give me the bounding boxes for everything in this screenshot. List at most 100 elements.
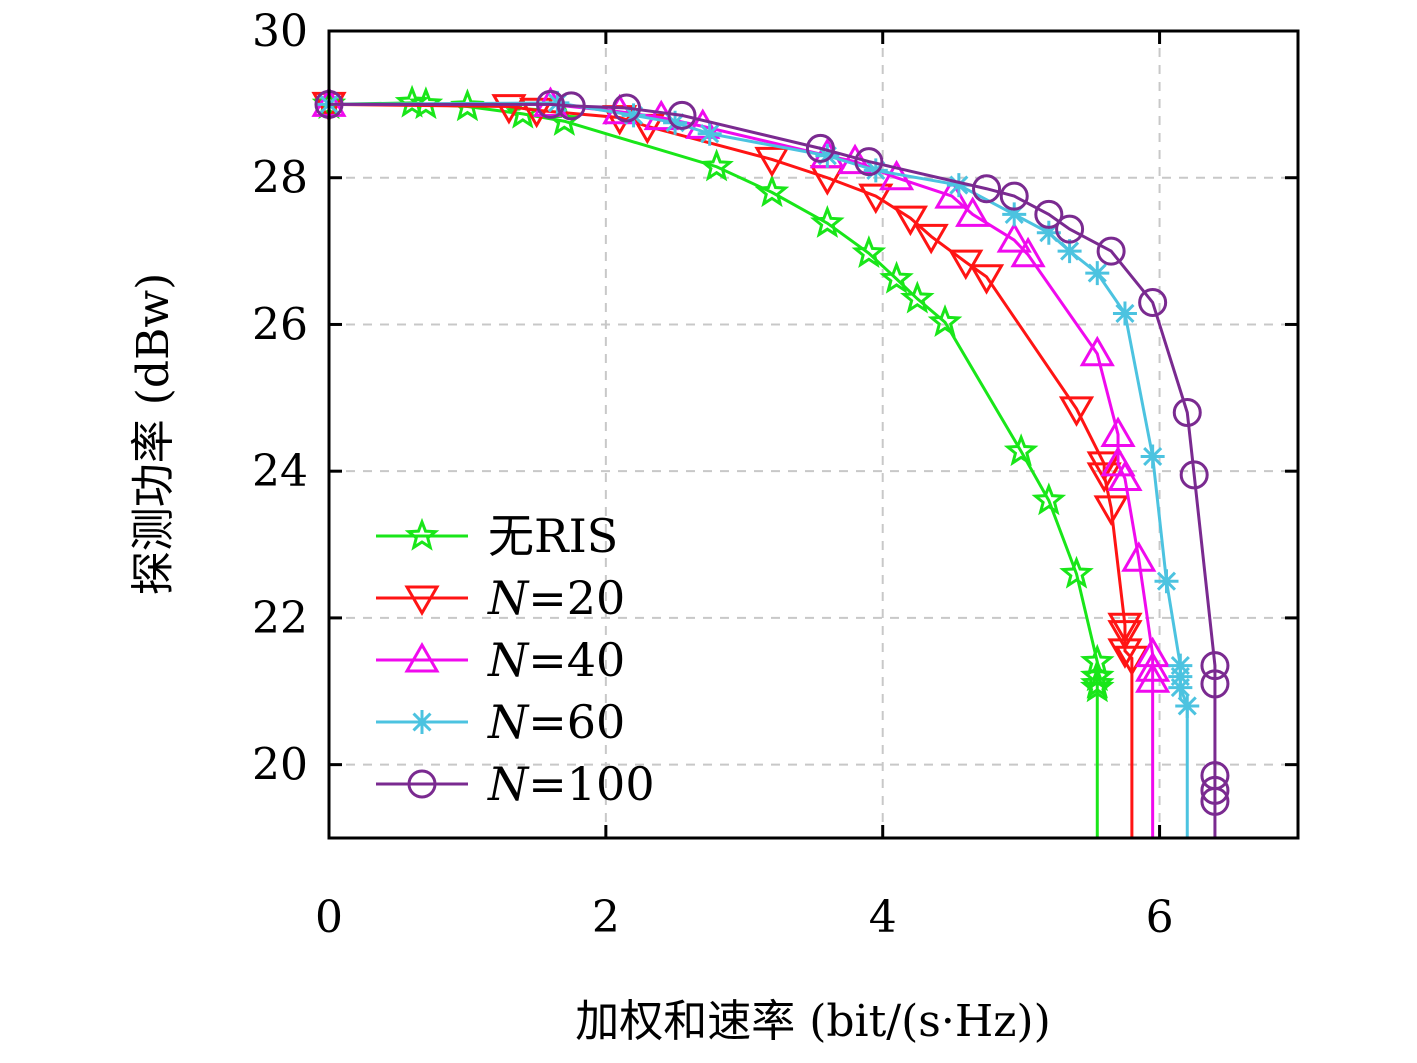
data-point xyxy=(900,280,935,314)
data-point xyxy=(1096,236,1126,266)
data-point xyxy=(1059,555,1094,589)
data-point xyxy=(1085,261,1110,286)
legend-value: =40 xyxy=(528,633,625,687)
data-point xyxy=(663,110,688,135)
data-point xyxy=(1107,620,1143,651)
data-point xyxy=(1175,693,1200,718)
legend-entry: 无RIS xyxy=(376,509,618,563)
data-point xyxy=(404,517,440,551)
data-point xyxy=(556,91,586,121)
y-tick-label: 28 xyxy=(252,153,308,204)
data-point xyxy=(1003,433,1039,467)
legend-variable: N xyxy=(487,571,530,625)
data-point xyxy=(535,89,565,119)
data-point xyxy=(1100,416,1136,447)
y-tick-label: 24 xyxy=(252,446,308,497)
data-point xyxy=(805,133,835,163)
data-point xyxy=(1200,775,1230,805)
data-point xyxy=(815,143,840,168)
data-point xyxy=(404,585,440,617)
x-tick-label: 2 xyxy=(592,892,620,943)
legend-label: N=20 xyxy=(487,571,625,625)
data-point xyxy=(754,174,790,208)
data-point xyxy=(913,223,949,255)
data-point xyxy=(1010,236,1046,268)
data-point xyxy=(1200,786,1230,816)
data-point xyxy=(968,264,1005,295)
data-point xyxy=(1168,675,1193,700)
data-point xyxy=(1200,651,1230,681)
data-point xyxy=(1154,569,1179,594)
data-point xyxy=(999,181,1029,211)
data-point xyxy=(1086,462,1122,493)
data-point xyxy=(1057,239,1082,264)
legend-value: =100 xyxy=(528,757,654,811)
y-tick-label: 22 xyxy=(252,593,308,644)
data-point xyxy=(854,147,884,177)
data-point xyxy=(851,235,887,268)
data-point xyxy=(491,94,527,125)
series-layer xyxy=(311,84,1230,838)
x-tick-label: 0 xyxy=(315,892,343,943)
data-point xyxy=(1034,199,1064,229)
legend-entry: N=40 xyxy=(376,633,625,687)
legend-variable: N xyxy=(487,633,530,687)
y-tick-label: 30 xyxy=(252,6,308,57)
data-point xyxy=(1093,495,1129,526)
x-axis-label: 加权和速率 (bit/(s·Hz)) xyxy=(575,996,1051,1047)
data-point xyxy=(667,100,697,130)
data-point xyxy=(621,103,646,128)
data-point xyxy=(754,146,790,178)
y-tick-label: 26 xyxy=(252,299,308,350)
data-point xyxy=(810,205,845,238)
data-point xyxy=(996,222,1032,253)
legend-value: =20 xyxy=(528,571,625,625)
x-tick-label: 6 xyxy=(1146,892,1174,943)
data-point xyxy=(972,174,1002,204)
x-tick-label: 4 xyxy=(869,892,897,943)
data-point xyxy=(519,97,555,129)
data-point xyxy=(879,260,914,294)
data-point xyxy=(697,121,722,146)
legend-entry: N=60 xyxy=(376,695,625,749)
data-point xyxy=(1079,658,1115,692)
data-point xyxy=(1002,202,1027,227)
y-axis-label: 探测功率 (dBw) xyxy=(128,273,179,595)
data-point xyxy=(1200,669,1230,699)
series-star xyxy=(311,84,1115,838)
data-point xyxy=(407,769,437,799)
data-point xyxy=(948,249,984,281)
series-line xyxy=(329,102,1217,838)
data-point xyxy=(1036,220,1061,245)
y-tick-label: 20 xyxy=(252,740,308,791)
data-point xyxy=(1079,665,1115,699)
data-point xyxy=(1112,301,1137,326)
legend-label: N=100 xyxy=(487,757,655,811)
legend-variable: N xyxy=(487,757,530,811)
data-point xyxy=(1138,287,1168,317)
data-point xyxy=(699,148,734,182)
data-point xyxy=(1140,444,1165,469)
data-point xyxy=(927,304,963,337)
data-point xyxy=(1135,651,1171,682)
legend-label: N=40 xyxy=(487,633,625,687)
legend-variable: N xyxy=(487,695,530,749)
data-point xyxy=(1121,541,1157,572)
data-point xyxy=(404,641,440,673)
data-point xyxy=(1055,214,1085,244)
data-point xyxy=(1107,638,1143,669)
data-point xyxy=(1031,482,1067,516)
data-point xyxy=(1179,460,1209,490)
data-point xyxy=(408,86,444,120)
data-point xyxy=(1135,662,1171,693)
series-circle xyxy=(314,89,1230,838)
data-point xyxy=(863,158,888,183)
data-point xyxy=(955,196,991,227)
legend-value: =60 xyxy=(528,695,625,749)
legend-label: 无RIS xyxy=(488,509,618,563)
